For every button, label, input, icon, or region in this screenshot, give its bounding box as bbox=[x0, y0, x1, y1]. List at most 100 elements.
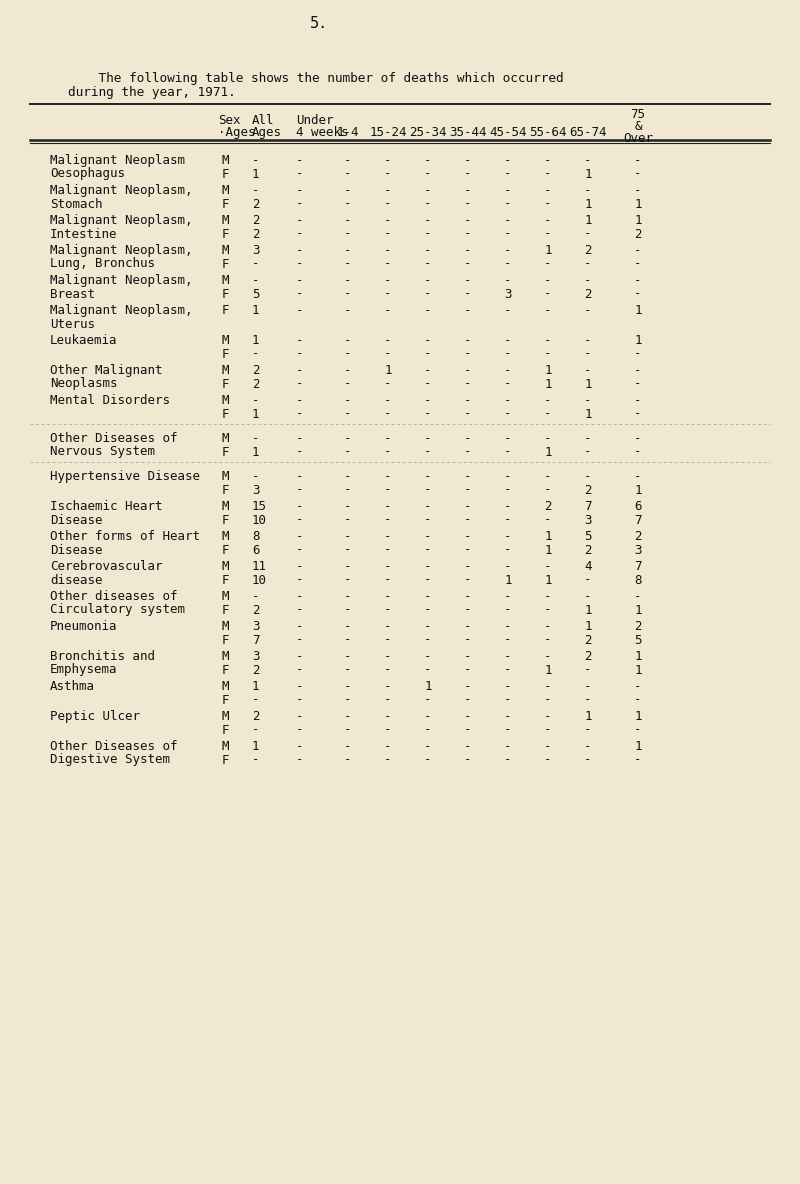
Text: M: M bbox=[222, 470, 230, 483]
Text: -: - bbox=[504, 543, 512, 556]
Text: -: - bbox=[384, 500, 392, 513]
Text: -: - bbox=[584, 740, 592, 753]
Text: -: - bbox=[344, 407, 352, 420]
Text: F: F bbox=[222, 288, 230, 301]
Text: -: - bbox=[252, 432, 259, 445]
Text: F: F bbox=[222, 633, 230, 646]
Text: 25-34: 25-34 bbox=[410, 126, 446, 139]
Text: -: - bbox=[424, 500, 432, 513]
Text: -: - bbox=[384, 184, 392, 197]
Text: -: - bbox=[296, 227, 303, 240]
Text: -: - bbox=[634, 363, 642, 377]
Text: -: - bbox=[296, 334, 303, 347]
Text: 1: 1 bbox=[634, 710, 642, 723]
Text: -: - bbox=[464, 620, 472, 633]
Text: -: - bbox=[464, 257, 472, 270]
Text: Ischaemic Heart: Ischaemic Heart bbox=[50, 500, 162, 513]
Text: -: - bbox=[504, 334, 512, 347]
Text: -: - bbox=[296, 394, 303, 407]
Text: -: - bbox=[384, 167, 392, 180]
Text: -: - bbox=[344, 257, 352, 270]
Text: -: - bbox=[384, 710, 392, 723]
Text: 1: 1 bbox=[544, 363, 552, 377]
Text: -: - bbox=[384, 407, 392, 420]
Text: Oesophagus: Oesophagus bbox=[50, 167, 125, 180]
Text: -: - bbox=[584, 470, 592, 483]
Text: -: - bbox=[384, 483, 392, 496]
Text: F: F bbox=[222, 663, 230, 676]
Text: -: - bbox=[634, 347, 642, 360]
Text: Disease: Disease bbox=[50, 514, 102, 527]
Text: -: - bbox=[504, 740, 512, 753]
Text: -: - bbox=[504, 198, 512, 211]
Text: 45-54: 45-54 bbox=[490, 126, 526, 139]
Text: 2: 2 bbox=[584, 483, 592, 496]
Text: -: - bbox=[344, 347, 352, 360]
Text: -: - bbox=[504, 694, 512, 707]
Text: -: - bbox=[544, 304, 552, 317]
Text: -: - bbox=[464, 394, 472, 407]
Text: -: - bbox=[464, 244, 472, 257]
Text: -: - bbox=[384, 288, 392, 301]
Text: -: - bbox=[424, 710, 432, 723]
Text: -: - bbox=[296, 573, 303, 586]
Text: -: - bbox=[344, 620, 352, 633]
Text: M: M bbox=[222, 500, 230, 513]
Text: F: F bbox=[222, 378, 230, 391]
Text: -: - bbox=[424, 470, 432, 483]
Text: -: - bbox=[344, 723, 352, 736]
Text: 1: 1 bbox=[252, 304, 259, 317]
Text: Malignant Neoplasm,: Malignant Neoplasm, bbox=[50, 184, 193, 197]
Text: -: - bbox=[384, 620, 392, 633]
Text: -: - bbox=[344, 394, 352, 407]
Text: -: - bbox=[584, 304, 592, 317]
Text: 1: 1 bbox=[584, 198, 592, 211]
Text: -: - bbox=[344, 560, 352, 573]
Text: M: M bbox=[222, 184, 230, 197]
Text: -: - bbox=[296, 514, 303, 527]
Text: -: - bbox=[424, 394, 432, 407]
Text: 1: 1 bbox=[634, 650, 642, 663]
Text: -: - bbox=[544, 407, 552, 420]
Text: -: - bbox=[504, 347, 512, 360]
Text: -: - bbox=[296, 590, 303, 603]
Text: -: - bbox=[584, 334, 592, 347]
Text: 65-74: 65-74 bbox=[570, 126, 606, 139]
Text: 1: 1 bbox=[252, 740, 259, 753]
Text: -: - bbox=[296, 650, 303, 663]
Text: -: - bbox=[584, 347, 592, 360]
Text: -: - bbox=[344, 432, 352, 445]
Text: Nervous System: Nervous System bbox=[50, 445, 155, 458]
Text: -: - bbox=[544, 288, 552, 301]
Text: -: - bbox=[634, 167, 642, 180]
Text: Uterus: Uterus bbox=[50, 317, 95, 330]
Text: -: - bbox=[504, 723, 512, 736]
Text: -: - bbox=[344, 530, 352, 543]
Text: -: - bbox=[584, 154, 592, 167]
Text: -: - bbox=[384, 304, 392, 317]
Text: -: - bbox=[384, 378, 392, 391]
Text: -: - bbox=[296, 483, 303, 496]
Text: 1: 1 bbox=[584, 407, 592, 420]
Text: -: - bbox=[296, 560, 303, 573]
Text: -: - bbox=[464, 470, 472, 483]
Text: -: - bbox=[424, 363, 432, 377]
Text: 1: 1 bbox=[634, 483, 642, 496]
Text: -: - bbox=[344, 274, 352, 287]
Text: 10: 10 bbox=[252, 514, 267, 527]
Text: -: - bbox=[584, 274, 592, 287]
Text: -: - bbox=[584, 694, 592, 707]
Text: -: - bbox=[344, 710, 352, 723]
Text: -: - bbox=[504, 167, 512, 180]
Text: 3: 3 bbox=[252, 244, 259, 257]
Text: -: - bbox=[504, 378, 512, 391]
Text: -: - bbox=[296, 633, 303, 646]
Text: -: - bbox=[424, 740, 432, 753]
Text: Emphysema: Emphysema bbox=[50, 663, 118, 676]
Text: -: - bbox=[504, 394, 512, 407]
Text: 8: 8 bbox=[634, 573, 642, 586]
Text: 1: 1 bbox=[634, 214, 642, 227]
Text: -: - bbox=[464, 604, 472, 617]
Text: -: - bbox=[464, 650, 472, 663]
Text: -: - bbox=[464, 633, 472, 646]
